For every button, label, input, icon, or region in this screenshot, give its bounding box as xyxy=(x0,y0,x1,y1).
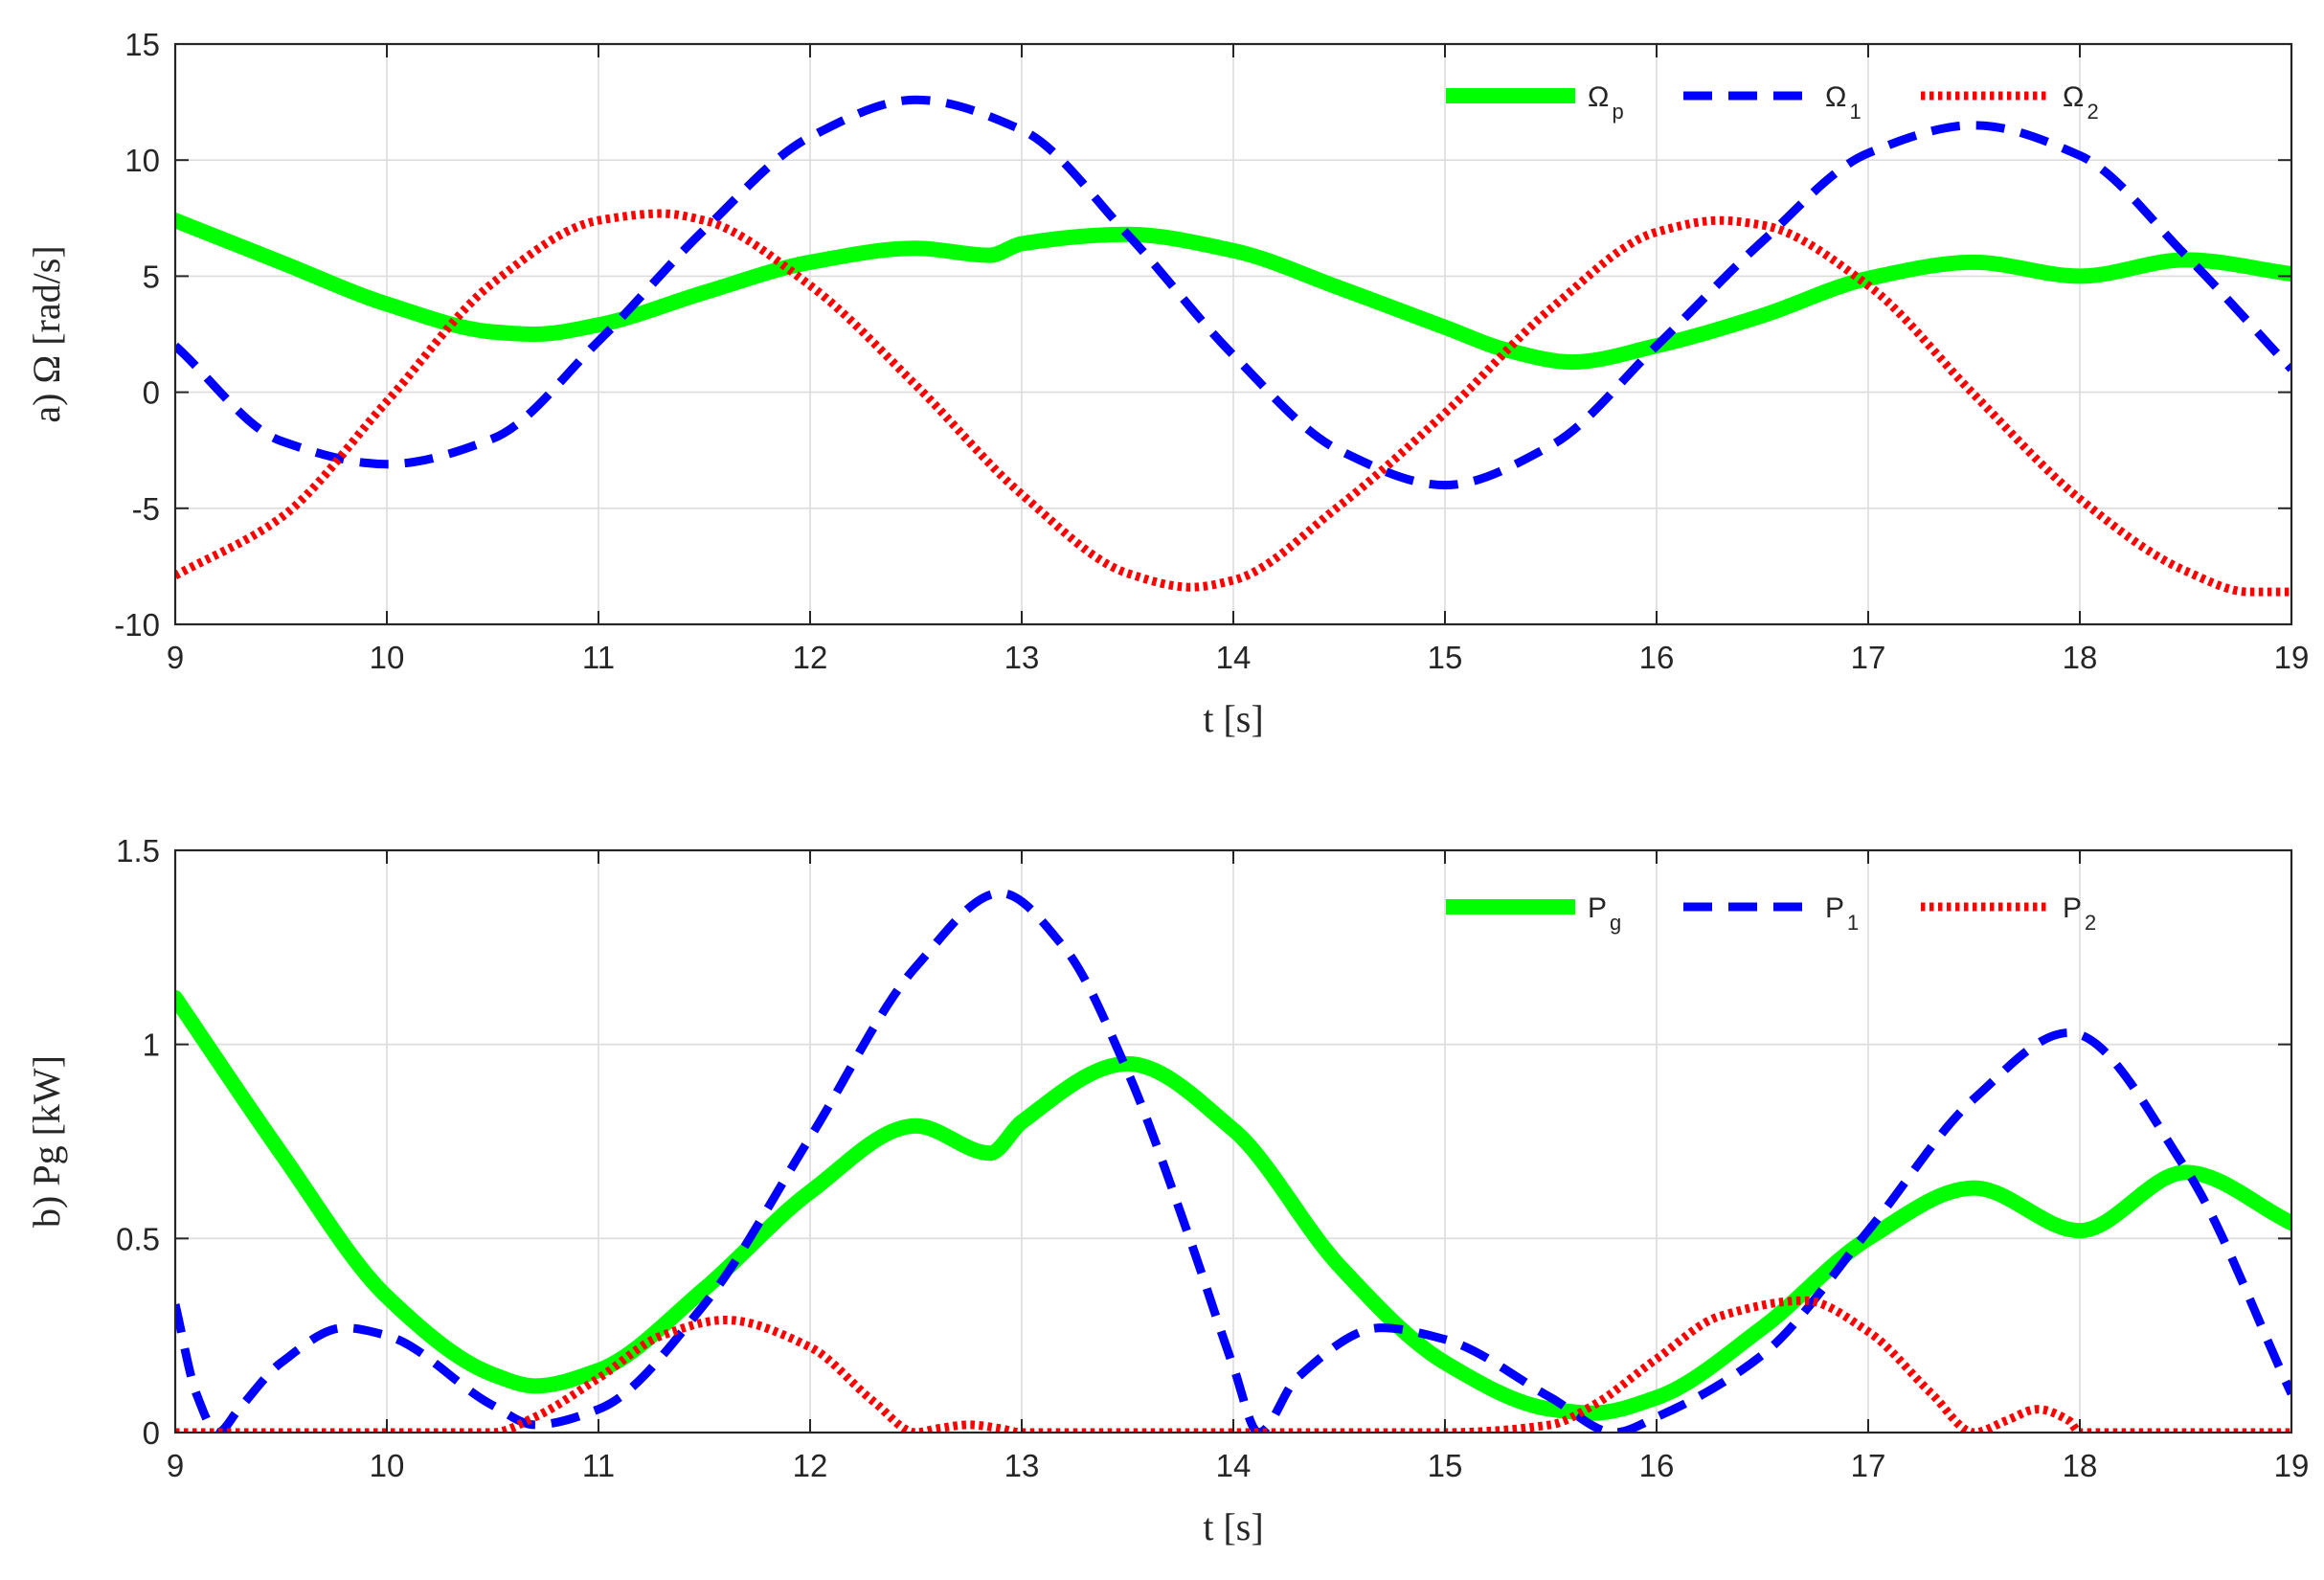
x-tick-label: 14 xyxy=(1216,640,1252,675)
series-line-Pg xyxy=(175,990,2291,1421)
x-tick-label: 18 xyxy=(2063,640,2098,675)
x-tick-label: 16 xyxy=(1639,640,1675,675)
x-tick-label: 11 xyxy=(582,640,615,675)
panel-b-x-tick-labels: 9 10 11 12 13 14 15 16 17 18 19 xyxy=(167,1448,2310,1483)
series-line-P1 xyxy=(175,889,2291,1433)
series-line-Ω1 xyxy=(175,95,2291,490)
y-tick-label: 5 xyxy=(143,259,160,294)
x-tick-label: 17 xyxy=(1851,640,1886,675)
panel-b-ticks xyxy=(174,849,2292,1433)
y-tick-label: 1 xyxy=(143,1027,160,1063)
panel-a-ticks xyxy=(174,43,2292,625)
panel-a-x-axis-label: t [s] xyxy=(1203,697,1263,740)
x-tick-label: 9 xyxy=(167,640,184,675)
x-tick-label: 19 xyxy=(2274,1448,2310,1483)
panel-a-y-tick-labels: -10 -5 0 5 10 15 xyxy=(114,27,160,643)
panel-b-x-axis-label: t [s] xyxy=(1203,1505,1263,1548)
x-tick-label: 9 xyxy=(167,1448,184,1483)
x-tick-label: 11 xyxy=(582,1448,615,1483)
x-tick-label: 10 xyxy=(370,1448,405,1483)
x-tick-label: 15 xyxy=(1428,1448,1463,1483)
y-tick-label: 0 xyxy=(143,1415,160,1451)
x-tick-label: 10 xyxy=(370,640,405,675)
panel-a-y-axis-label: a) Ω [rad/s] xyxy=(25,245,68,422)
x-tick-label: 16 xyxy=(1639,1448,1675,1483)
panel-b-y-axis-label: b) Pg [kW] xyxy=(25,1055,68,1228)
y-tick-label: 10 xyxy=(124,143,160,178)
x-tick-label: 13 xyxy=(1004,640,1040,675)
y-tick-label: -5 xyxy=(132,491,160,527)
panel-a-x-tick-labels: 9 10 11 12 13 14 15 16 17 18 19 xyxy=(167,640,2310,675)
panel-b-chart: 9 10 11 12 13 14 15 16 17 18 19 0 0.5 1 1.5 t [s] b) … xyxy=(25,833,2309,1548)
y-tick-label: 0.5 xyxy=(116,1221,160,1256)
y-tick-label: 1.5 xyxy=(116,833,160,869)
x-tick-label: 13 xyxy=(1004,1448,1040,1483)
x-tick-label: 18 xyxy=(2063,1448,2098,1483)
series-line-Ωp xyxy=(175,213,2291,371)
panel-a-plot-area xyxy=(175,95,2291,597)
y-tick-label: 15 xyxy=(124,27,160,62)
x-tick-label: 15 xyxy=(1428,640,1463,675)
series-line-Ω2 xyxy=(175,209,2291,597)
x-tick-label: 19 xyxy=(2274,640,2310,675)
panel-b-plot-area xyxy=(175,889,2291,1433)
x-tick-label: 12 xyxy=(793,640,828,675)
panel-b-grid xyxy=(174,849,2292,1433)
panel-b-y-tick-labels: 0 0.5 1 1.5 xyxy=(116,833,160,1451)
y-tick-label: -10 xyxy=(114,607,160,643)
x-tick-label: 12 xyxy=(793,1448,828,1483)
x-tick-label: 14 xyxy=(1216,1448,1252,1483)
x-tick-label: 17 xyxy=(1851,1448,1886,1483)
y-tick-label: 0 xyxy=(143,375,160,411)
